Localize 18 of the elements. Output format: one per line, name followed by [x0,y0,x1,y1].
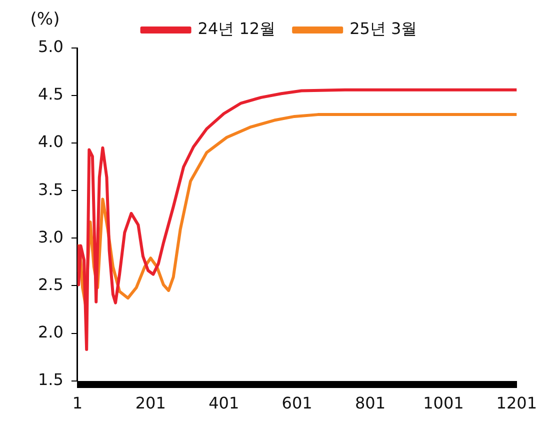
y-tick-label: 4.5 [38,84,64,104]
y-tick-label: 1.5 [38,370,64,389]
x-tick-label: 401 [208,394,240,413]
y-axis-title: (%) [30,9,60,30]
x-tick-label: 1 [72,394,83,413]
y-tick-label: 4.0 [38,132,64,152]
x-tick-label: 1001 [423,394,464,413]
x-tick-label: 1201 [496,394,537,413]
legend-label: 24년 12월 [198,19,276,38]
x-tick-label: 601 [282,394,312,413]
y-tick-label: 3.5 [38,180,64,199]
y-tick-label: 3.0 [38,227,64,246]
x-tick-label: 801 [354,394,386,413]
y-tick-label: 2.5 [38,274,64,294]
y-tick-label: 5.0 [38,37,64,56]
legend-label: 25년 3월 [350,19,418,38]
x-tick-label: 201 [135,394,166,413]
y-tick-label: 2.0 [38,322,64,342]
